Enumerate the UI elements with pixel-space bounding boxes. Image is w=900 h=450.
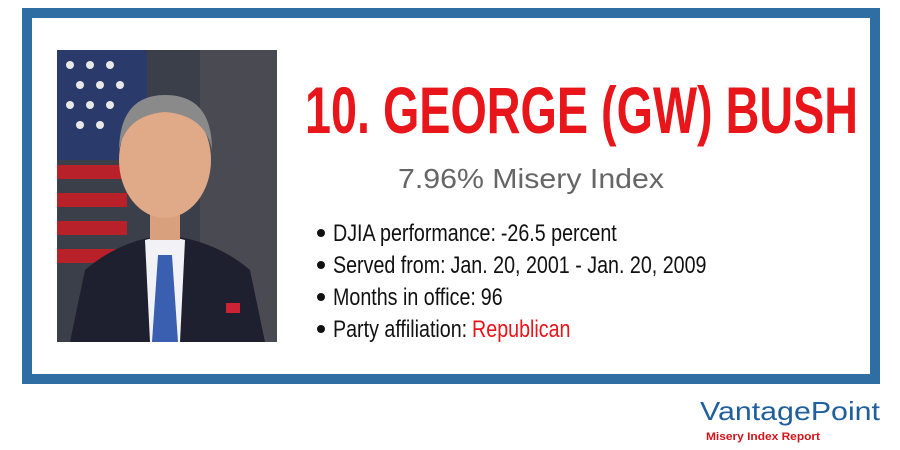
- portrait: [57, 50, 277, 342]
- bullet: Months in office: 96: [333, 283, 503, 310]
- bullet: DJIA performance: -26.5 percent: [333, 219, 617, 246]
- logo-name: VantagePoint: [700, 396, 881, 426]
- bullet: Party affiliation: Republican: [333, 315, 570, 342]
- bullet-label: Party affiliation:: [333, 315, 467, 342]
- bullet-value: Jan. 20, 2001 - Jan. 20, 2009: [451, 251, 707, 278]
- title: 10. GEORGE (GW) BUSH: [305, 73, 858, 147]
- bullet: Served from: Jan. 20, 2001 - Jan. 20, 200…: [333, 251, 706, 278]
- bullet-dot: [317, 325, 325, 333]
- logo-tagline: Misery Index Report: [706, 431, 820, 443]
- bullet-label: Months in office:: [333, 283, 476, 310]
- bullet-dot: [317, 229, 325, 237]
- bullet-dot: [317, 261, 325, 269]
- subtitle: 7.96% Misery Index: [398, 163, 664, 194]
- bullet-value: -26.5 percent: [501, 219, 617, 246]
- bullet-list: DJIA performance: -26.5 percent Served fr…: [317, 219, 706, 342]
- bullet-label: Served from:: [333, 251, 446, 278]
- bullet-value: Republican: [472, 315, 570, 342]
- bullet-value: 96: [481, 283, 503, 310]
- bullet-dot: [317, 293, 325, 301]
- bullet-label: DJIA performance:: [333, 219, 496, 246]
